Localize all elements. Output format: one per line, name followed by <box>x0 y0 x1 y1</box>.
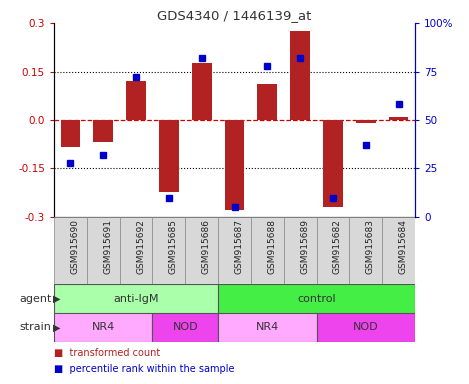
Bar <box>152 313 218 342</box>
Text: NOD: NOD <box>173 322 198 333</box>
Bar <box>54 217 87 284</box>
Bar <box>317 217 349 284</box>
Text: GSM915682: GSM915682 <box>333 219 342 274</box>
Bar <box>185 217 218 284</box>
Bar <box>54 284 218 313</box>
Text: GSM915692: GSM915692 <box>136 219 145 274</box>
Bar <box>120 217 152 284</box>
Bar <box>159 120 179 192</box>
Text: GSM915685: GSM915685 <box>169 219 178 274</box>
Text: control: control <box>297 293 336 304</box>
Text: agent: agent <box>19 293 52 304</box>
Bar <box>349 217 382 284</box>
Bar <box>192 63 212 120</box>
Text: ■  transformed count: ■ transformed count <box>54 348 160 358</box>
Bar <box>389 117 408 120</box>
Text: anti-IgM: anti-IgM <box>113 293 159 304</box>
Bar <box>284 217 317 284</box>
Text: ▶: ▶ <box>53 322 61 333</box>
Text: strain: strain <box>20 322 52 333</box>
Text: GSM915690: GSM915690 <box>70 219 79 274</box>
Bar <box>317 313 415 342</box>
Bar <box>152 217 185 284</box>
Text: NR4: NR4 <box>256 322 279 333</box>
Bar <box>93 120 113 142</box>
Bar <box>225 120 244 210</box>
Bar <box>87 217 120 284</box>
Text: GSM915683: GSM915683 <box>366 219 375 274</box>
Bar <box>251 217 284 284</box>
Text: NOD: NOD <box>353 322 378 333</box>
Bar <box>218 284 415 313</box>
Bar <box>257 84 277 120</box>
Text: GSM915689: GSM915689 <box>300 219 309 274</box>
Bar <box>218 217 251 284</box>
Text: GSM915688: GSM915688 <box>267 219 276 274</box>
Bar <box>218 313 317 342</box>
Text: ■  percentile rank within the sample: ■ percentile rank within the sample <box>54 364 234 374</box>
Text: GSM915686: GSM915686 <box>202 219 211 274</box>
Text: ▶: ▶ <box>53 293 61 304</box>
Bar <box>356 120 376 122</box>
Bar <box>382 217 415 284</box>
Text: GSM915687: GSM915687 <box>234 219 243 274</box>
Text: GSM915691: GSM915691 <box>103 219 112 274</box>
Bar <box>290 31 310 120</box>
Text: NR4: NR4 <box>91 322 115 333</box>
Text: GSM915684: GSM915684 <box>399 219 408 274</box>
Bar <box>54 313 152 342</box>
Bar <box>61 120 80 147</box>
Bar <box>323 120 343 207</box>
Bar <box>126 81 146 120</box>
Title: GDS4340 / 1446139_at: GDS4340 / 1446139_at <box>157 9 312 22</box>
